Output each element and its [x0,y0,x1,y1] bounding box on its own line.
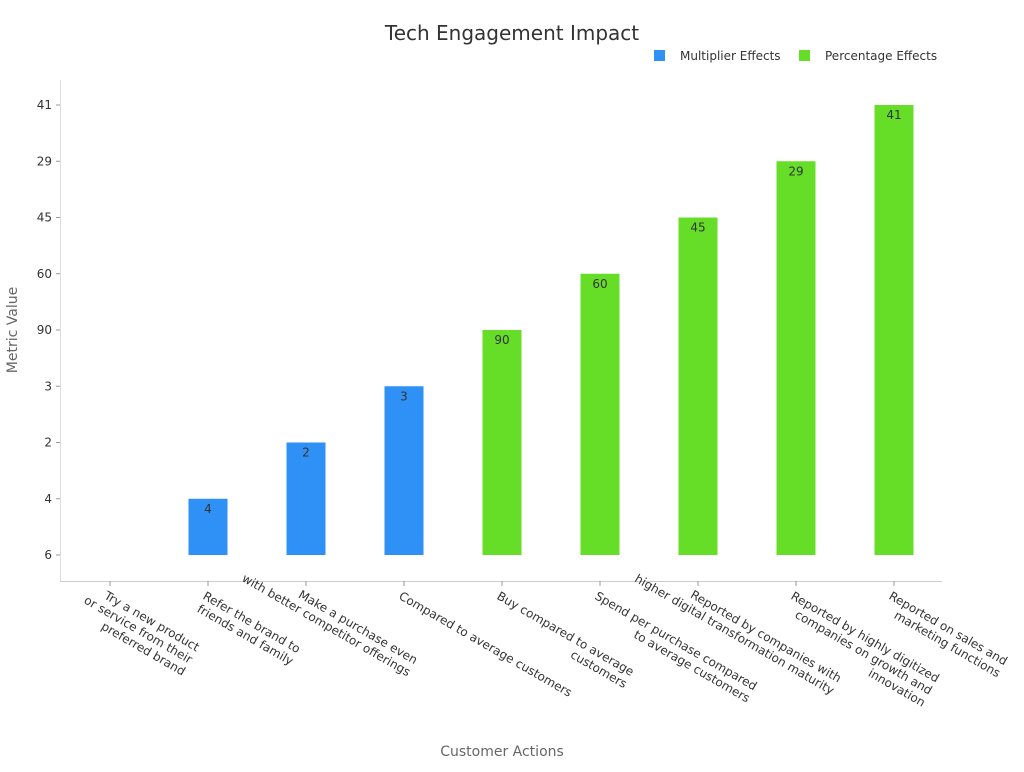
y-tick-label: 41 [37,98,52,112]
bar [482,330,522,555]
y-tick-label: 6 [44,548,52,562]
bar-value-label: 41 [886,108,901,122]
bar-value-label: 2 [302,446,310,460]
bar [776,161,816,555]
bar-value-label: 90 [494,333,509,347]
x-axis-label: Customer Actions [440,744,564,760]
bar-value-label: 4 [204,502,212,516]
y-tick-label: 3 [44,379,52,393]
bar [286,442,326,555]
y-tick-label: 29 [37,154,52,168]
legend-swatch-percentage [799,50,810,61]
bar [580,273,620,555]
legend-label-multiplier: Multiplier Effects [680,49,781,63]
y-tick-label: 60 [37,267,52,281]
y-tick-label: 90 [37,323,52,337]
y-tick-label: 4 [44,492,52,506]
bar [874,105,914,555]
bar [678,217,718,555]
bar [188,498,228,555]
bar-value-label: 45 [690,221,705,235]
x-tick-label-line: Compared to average customers [397,589,575,700]
y-tick-label: 45 [37,211,52,225]
y-tick-label: 2 [44,436,52,450]
chart-title: Tech Engagement Impact [384,21,639,45]
x-tick-label: Compared to average customers [397,589,575,700]
bar-value-label: 60 [592,277,607,291]
legend: Multiplier Effects Percentage Effects [654,49,937,63]
bar [384,386,424,555]
bar-value-label: 3 [400,389,408,403]
y-axis-label: Metric Value [5,287,21,373]
legend-label-percentage: Percentage Effects [825,49,937,63]
legend-swatch-multiplier [654,50,665,61]
bar-value-label: 29 [788,164,803,178]
